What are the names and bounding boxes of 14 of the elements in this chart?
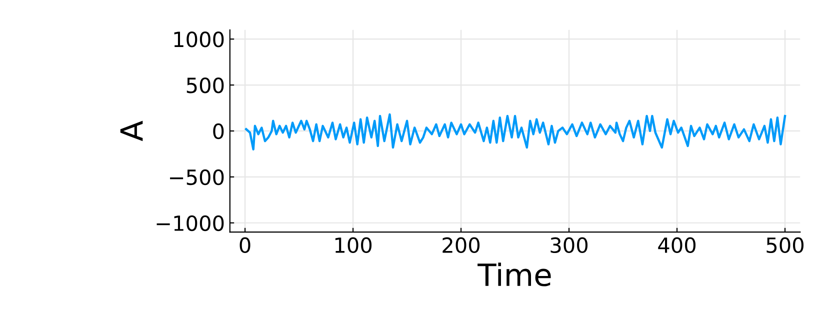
y-axis-title: A [120, 120, 143, 142]
y-tick-label: 500 [186, 77, 224, 94]
y-tick-label: 1000 [174, 32, 224, 48]
x-tick-label: 0 [240, 237, 250, 254]
x-axis-title: Time [478, 262, 551, 286]
x-tick-label: 200 [442, 237, 480, 254]
x-tick-label: 100 [335, 237, 372, 254]
x-tick-label: 400 [658, 237, 696, 254]
y-tick-label: −1000 [156, 215, 224, 232]
line-series [245, 113, 786, 150]
y-tick-label: 0 [213, 123, 224, 140]
x-tick-label: 500 [766, 237, 804, 254]
x-tick-label: 300 [550, 237, 588, 254]
y-tick-label: −500 [170, 169, 224, 186]
